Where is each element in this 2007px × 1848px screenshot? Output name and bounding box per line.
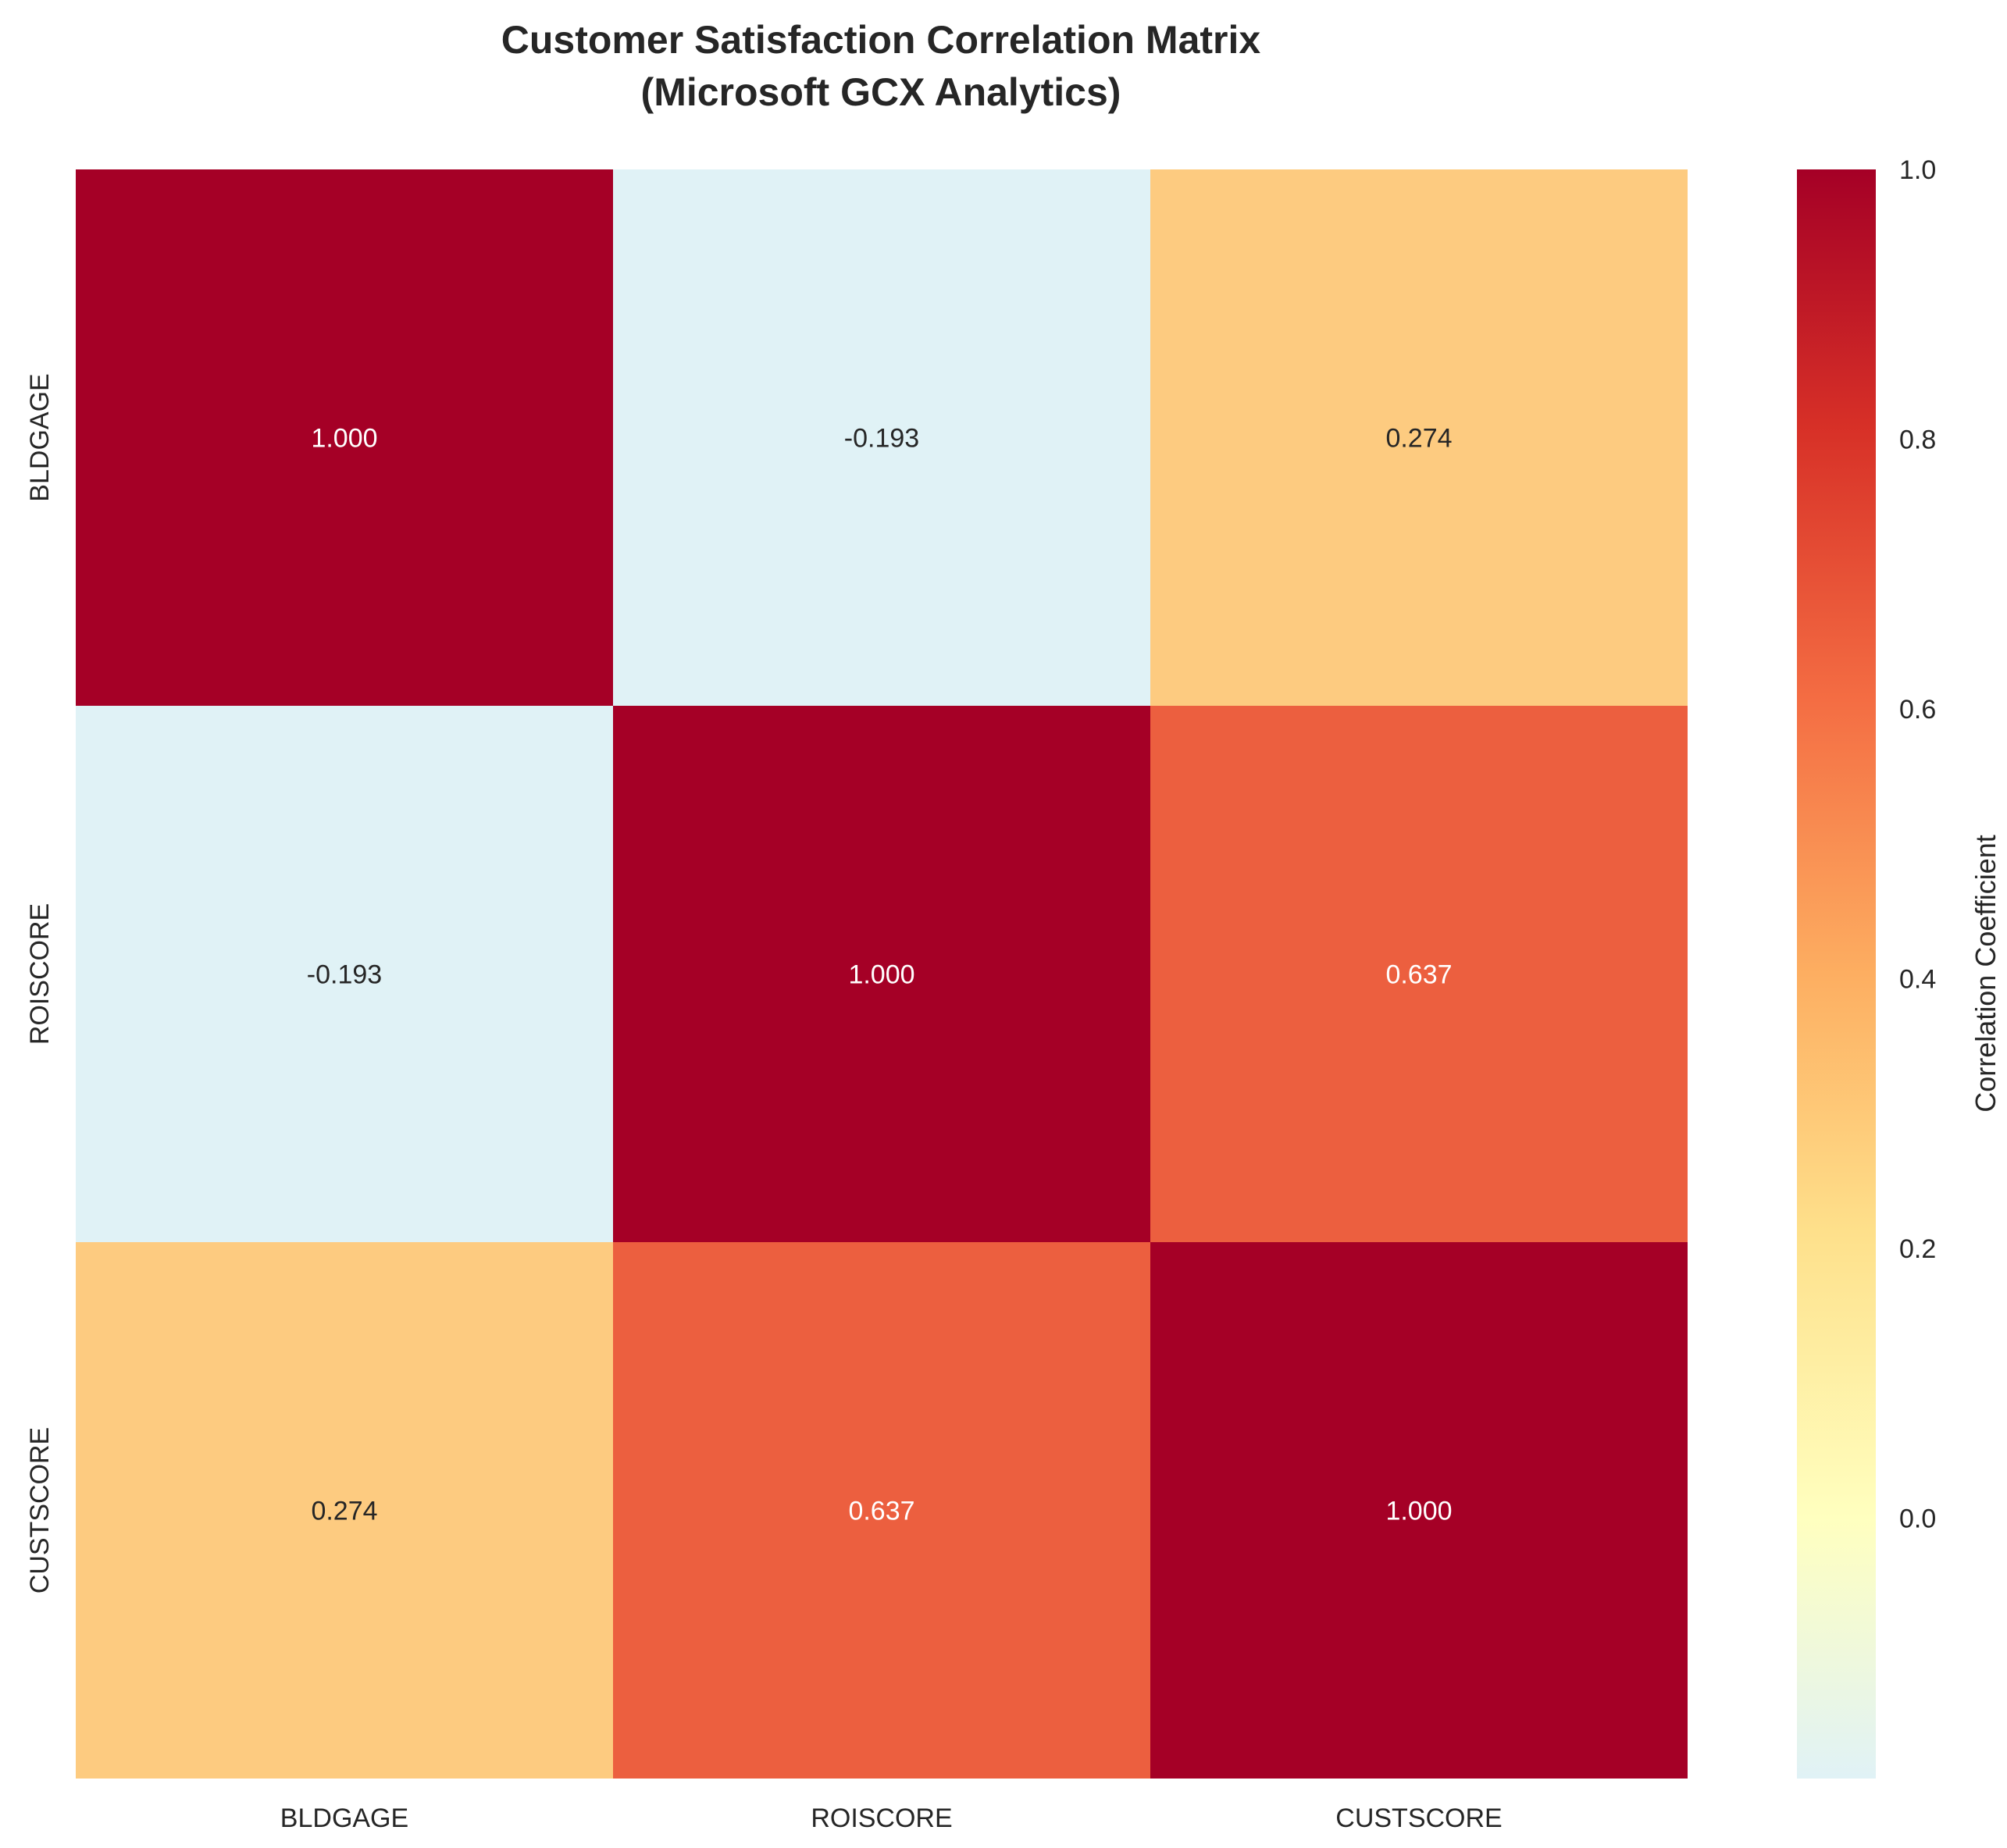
x-tick-label: CUSTSCORE bbox=[1335, 1803, 1502, 1833]
heatmap-cell bbox=[76, 706, 613, 1242]
heatmap-cell bbox=[1150, 1242, 1688, 1779]
colorbar-label: Correlation Coefficient bbox=[1970, 835, 2002, 1113]
colorbar bbox=[1797, 169, 1876, 1779]
y-tick-label: CUSTSCORE bbox=[25, 1427, 55, 1593]
x-tick-label: BLDGAGE bbox=[280, 1803, 408, 1833]
cell-value-label: 0.637 bbox=[848, 1497, 914, 1526]
colorbar-tick-label: 0.0 bbox=[1899, 1504, 1936, 1534]
colorbar-tick-label: 0.2 bbox=[1899, 1234, 1936, 1264]
heatmap-cell bbox=[76, 169, 613, 706]
cell-value-label: 0.274 bbox=[1385, 424, 1452, 454]
cell-value-label: 0.637 bbox=[1385, 960, 1452, 990]
heatmap-cell bbox=[1150, 706, 1688, 1242]
heatmap-cell bbox=[1150, 169, 1688, 706]
chart-subtitle: (Microsoft GCX Analytics) bbox=[641, 70, 1121, 114]
colorbar-tick-label: 0.6 bbox=[1899, 695, 1936, 725]
cell-value-label: 1.000 bbox=[1385, 1497, 1452, 1526]
colorbar-tick-label: 0.4 bbox=[1899, 965, 1936, 995]
y-tick-label: ROISCORE bbox=[25, 903, 55, 1045]
y-tick-labels: BLDGAGE ROISCORE CUSTSCORE bbox=[25, 373, 55, 1593]
colorbar-ticks: 0.0 0.2 0.4 0.6 0.8 1.0 bbox=[1899, 155, 1936, 1534]
cell-value-label: -0.193 bbox=[844, 424, 919, 454]
cell-value-label: 0.274 bbox=[311, 1497, 377, 1526]
heatmap-cell bbox=[613, 169, 1150, 706]
cell-value-label: 1.000 bbox=[311, 424, 377, 454]
x-tick-labels: BLDGAGE ROISCORE CUSTSCORE bbox=[280, 1803, 1503, 1833]
chart-title: Customer Satisfaction Correlation Matrix bbox=[501, 18, 1261, 62]
heatmap-cells: 1.000 -0.193 0.274 -0.193 1.000 0.637 0.274 0.6… bbox=[76, 169, 1688, 1779]
colorbar-tick-label: 1.0 bbox=[1899, 155, 1936, 185]
heatmap-cell bbox=[613, 706, 1150, 1242]
x-tick-label: ROISCORE bbox=[811, 1803, 952, 1833]
colorbar-tick-label: 0.8 bbox=[1899, 426, 1936, 455]
heatmap-cell bbox=[76, 1242, 613, 1779]
cell-value-label: 1.000 bbox=[848, 960, 914, 990]
cell-value-label: -0.193 bbox=[307, 960, 382, 990]
y-tick-label: BLDGAGE bbox=[25, 373, 55, 501]
heatmap-cell bbox=[613, 1242, 1150, 1779]
